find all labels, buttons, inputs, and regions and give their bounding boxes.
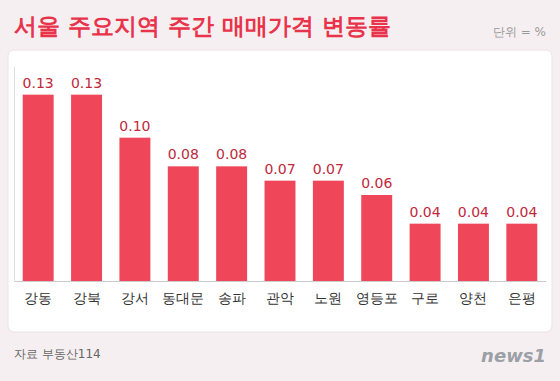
- x-tick: 강북: [73, 290, 101, 306]
- annotation: 자료 부동산114: [14, 347, 101, 361]
- x-tick-label: 동대문: [162, 290, 204, 306]
- chart: 서울 주요지역 주간 매매가격 변동률 단위 = % 자료 부동산114 news1 0…: [0, 0, 560, 381]
- data-label: 0.06: [361, 175, 392, 191]
- background: [0, 0, 560, 381]
- data-label: 0.04: [410, 204, 441, 220]
- data-label: 0.07: [264, 161, 295, 177]
- x-tick: 강서: [121, 290, 149, 306]
- x-tick: 관악: [266, 290, 294, 306]
- x-tick: 송파: [218, 290, 246, 306]
- x-tick-label: 구로: [411, 290, 439, 306]
- x-tick-label: 관악: [266, 290, 294, 306]
- bar: [216, 166, 247, 281]
- y-axis-line: [14, 67, 15, 282]
- x-tick: 은평: [508, 290, 536, 306]
- data-label: 0.13: [23, 75, 54, 91]
- data-label: 0.08: [216, 146, 247, 162]
- x-tick: 강동: [24, 290, 52, 306]
- bar: [410, 224, 441, 281]
- annotation: 단위 = %: [493, 25, 546, 39]
- x-tick-label: 강동: [24, 290, 52, 306]
- x-tick-label: 노원: [314, 290, 342, 306]
- title: 서울 주요지역 주간 매매가격 변동률: [14, 13, 391, 39]
- data-label: 0.08: [168, 146, 199, 162]
- y-axis: [14, 67, 15, 282]
- data-label: 0.10: [119, 118, 150, 134]
- x-tick-label: 강북: [73, 290, 101, 306]
- bars: [23, 95, 538, 281]
- bar: [361, 195, 392, 281]
- x-tick: 영등포: [356, 290, 398, 306]
- bar: [71, 95, 102, 281]
- x-tick: 동대문: [162, 290, 204, 306]
- data-label: 0.07: [313, 161, 344, 177]
- x-tick-label: 송파: [218, 290, 246, 306]
- data-label: 0.04: [458, 204, 489, 220]
- x-axis-line: [15, 281, 547, 282]
- bar: [23, 95, 54, 281]
- x-axis: 강동 강북 강서 동대문 송파 관악 노원 영등포 구로 양천 은평: [15, 282, 547, 306]
- bar: [313, 181, 344, 281]
- x-tick-label: 영등포: [356, 290, 398, 306]
- bar: [119, 138, 150, 281]
- bar: [168, 166, 199, 281]
- x-tick-label: 강서: [121, 290, 149, 306]
- data-label: 0.13: [71, 75, 102, 91]
- x-tick: 양천: [459, 290, 487, 306]
- x-tick-label: 은평: [508, 290, 536, 306]
- panel: [8, 50, 552, 332]
- data-labels: 0.13 0.13 0.10 0.08 0.08 0.07 0.07 0.06 0.04 0.04…: [23, 75, 538, 220]
- bar: [458, 224, 489, 281]
- x-tick: 구로: [411, 290, 439, 306]
- bar: [265, 181, 296, 281]
- bar: [506, 224, 537, 281]
- annotation: news1: [481, 345, 546, 366]
- data-label: 0.04: [506, 204, 537, 220]
- x-tick: 노원: [314, 290, 342, 306]
- x-tick-label: 양천: [459, 290, 487, 306]
